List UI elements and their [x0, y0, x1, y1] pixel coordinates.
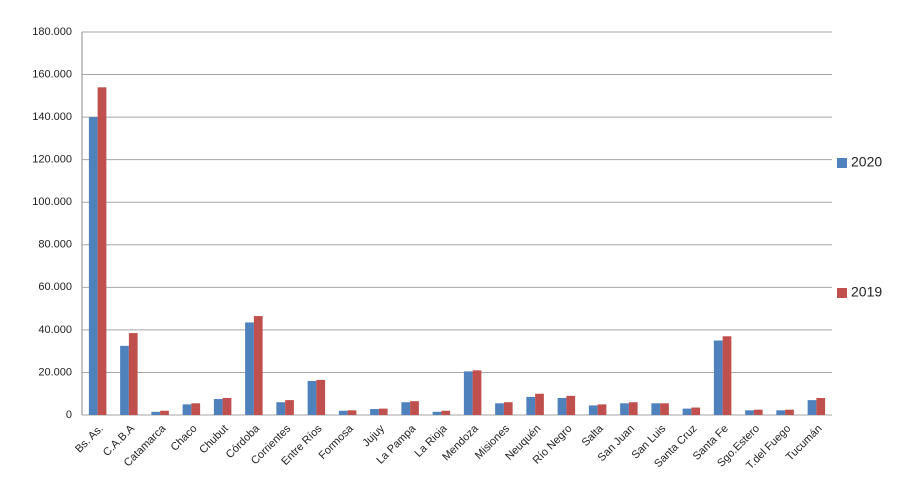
y-tick-label: 140.000	[32, 111, 72, 123]
y-tick-label: 160.000	[32, 68, 72, 80]
bar	[660, 403, 669, 415]
bar	[191, 403, 201, 415]
bar	[151, 411, 161, 415]
bar	[566, 395, 576, 415]
bar	[722, 336, 732, 415]
y-tick-label: 80.000	[38, 239, 72, 251]
bar	[441, 410, 451, 415]
bar	[401, 402, 411, 415]
y-tick-label: 0	[66, 409, 72, 421]
x-tick-label: Salta	[580, 422, 607, 449]
bar	[276, 402, 286, 415]
bar	[307, 380, 317, 415]
legend-label: 2019	[851, 284, 882, 300]
bar	[222, 397, 232, 415]
x-tick-label: Formosa	[317, 422, 357, 462]
bar	[495, 403, 504, 415]
bar	[785, 409, 794, 415]
bar	[338, 410, 348, 415]
bar	[316, 379, 326, 415]
y-tick-label: 60.000	[38, 281, 72, 293]
y-tick-label: 180.000	[32, 26, 72, 38]
bar	[535, 393, 544, 415]
bar	[245, 322, 254, 415]
legend-swatch	[837, 158, 847, 168]
bar	[160, 410, 169, 415]
bar	[410, 401, 419, 415]
legend-swatch	[837, 288, 847, 298]
bar	[588, 405, 598, 415]
bar	[432, 411, 442, 415]
y-tick-label: 40.000	[38, 324, 72, 336]
bar	[472, 370, 482, 415]
bar	[463, 371, 473, 415]
x-tick-label: Chaco	[169, 423, 200, 454]
bar	[97, 87, 107, 416]
bar	[682, 408, 692, 415]
y-tick-label: 120.000	[32, 154, 72, 166]
bar	[691, 407, 701, 415]
bar	[347, 410, 357, 415]
bar	[88, 117, 98, 415]
bar	[526, 396, 536, 415]
bar	[120, 345, 129, 415]
bar	[370, 409, 379, 415]
bar	[378, 408, 388, 415]
bar	[253, 316, 263, 415]
bar	[628, 402, 638, 415]
bar	[753, 409, 763, 415]
legend-label: 2020	[851, 154, 882, 170]
bar	[713, 340, 723, 415]
bar	[816, 397, 826, 415]
bar	[745, 410, 754, 415]
y-tick-label: 100.000	[32, 196, 72, 208]
bar	[213, 399, 223, 415]
bar	[807, 400, 817, 415]
x-tick-label: Jujuy	[360, 422, 387, 449]
bar	[651, 403, 661, 415]
bar	[128, 333, 138, 415]
bar	[182, 404, 192, 415]
bar	[776, 410, 786, 415]
bar	[620, 403, 629, 415]
bar	[503, 402, 513, 415]
bar	[597, 404, 607, 415]
bar	[285, 400, 294, 415]
bar	[557, 397, 567, 415]
y-tick-label: 20.000	[38, 366, 72, 378]
